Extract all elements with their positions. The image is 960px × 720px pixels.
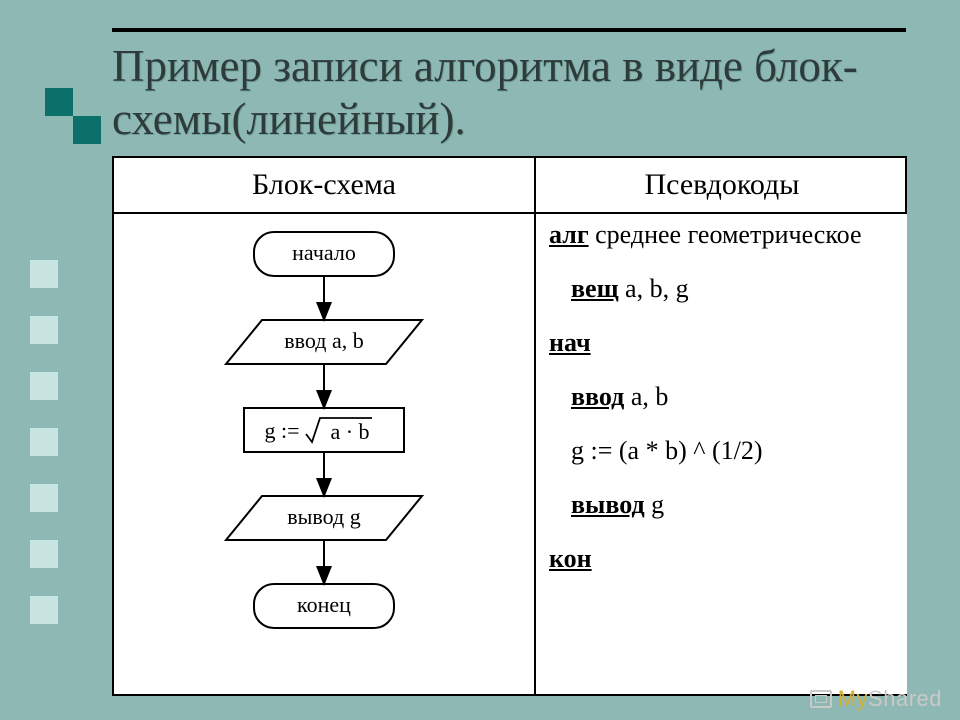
watermark-icon [810,690,832,708]
page-title: Пример записи алгоритма в виде блок-схем… [112,40,906,146]
col-header-flowchart: Блок-схема [114,158,534,212]
svg-text:начало: начало [292,240,356,265]
comparison-table: Блок-схема Псевдокоды начало ввод a, b g :… [112,156,907,696]
svg-text:ввод a, b: ввод a, b [284,328,363,353]
pseudocode-line: алг среднее геометрическое [549,222,897,248]
pseudocode-line: вещ a, b, g [549,276,897,302]
col-header-pseudocode: Псевдокоды [536,158,908,212]
header-logo [45,88,101,144]
side-decorations [30,260,90,652]
pseudocode: алг среднее геометрическое вещ a, b, g нач… [549,222,897,600]
svg-text:конец: конец [297,592,351,617]
pseudocode-line: g := (a * b) ^ (1/2) [549,438,897,464]
header-rule [112,28,906,32]
svg-text:вывод g: вывод g [287,504,360,529]
watermark-rest: Shared [868,686,942,711]
watermark-prefix: My [838,686,868,711]
slide-root: Пример записи алгоритма в виде блок-схем… [0,0,960,720]
watermark: MyShared [810,686,942,712]
flowchart: начало ввод a, b g := a · b вывод g конец [114,214,534,694]
svg-text:g :=: g := [264,418,299,443]
pseudocode-line: кон [549,546,897,572]
svg-text:a · b: a · b [330,419,369,444]
pseudocode-line: ввод a, b [549,384,897,410]
pseudocode-line: нач [549,330,897,356]
pseudocode-line: вывод g [549,492,897,518]
